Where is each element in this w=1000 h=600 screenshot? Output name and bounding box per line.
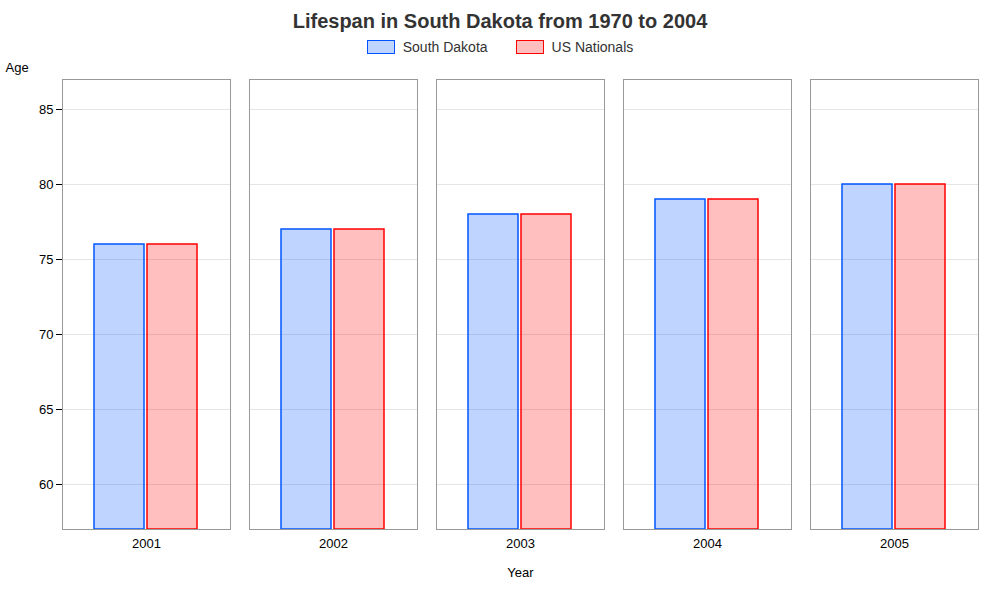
svg-text:Year: Year	[507, 565, 534, 580]
html-text:South Dakota: South Dakota	[402, 39, 488, 55]
svg-text:2005: 2005	[880, 536, 909, 551]
svg-text:75: 75	[39, 252, 53, 267]
svg-text:80: 80	[39, 177, 53, 192]
html-text:Lifespan in South Dakota from: Lifespan in South Dakota from 1970 to 20…	[292, 10, 708, 32]
svg-text:2002: 2002	[319, 536, 348, 551]
svg-text:85: 85	[39, 102, 53, 117]
svg-text:2004: 2004	[693, 536, 722, 551]
html-text:US Nationals: US Nationals	[551, 39, 634, 55]
svg-text:2003: 2003	[506, 536, 535, 551]
svg-text:Age: Age	[6, 60, 29, 75]
svg-text:2001: 2001	[132, 536, 161, 551]
svg-text:60: 60	[39, 477, 53, 492]
svg-text:70: 70	[39, 327, 53, 342]
svg-text:65: 65	[39, 402, 53, 417]
